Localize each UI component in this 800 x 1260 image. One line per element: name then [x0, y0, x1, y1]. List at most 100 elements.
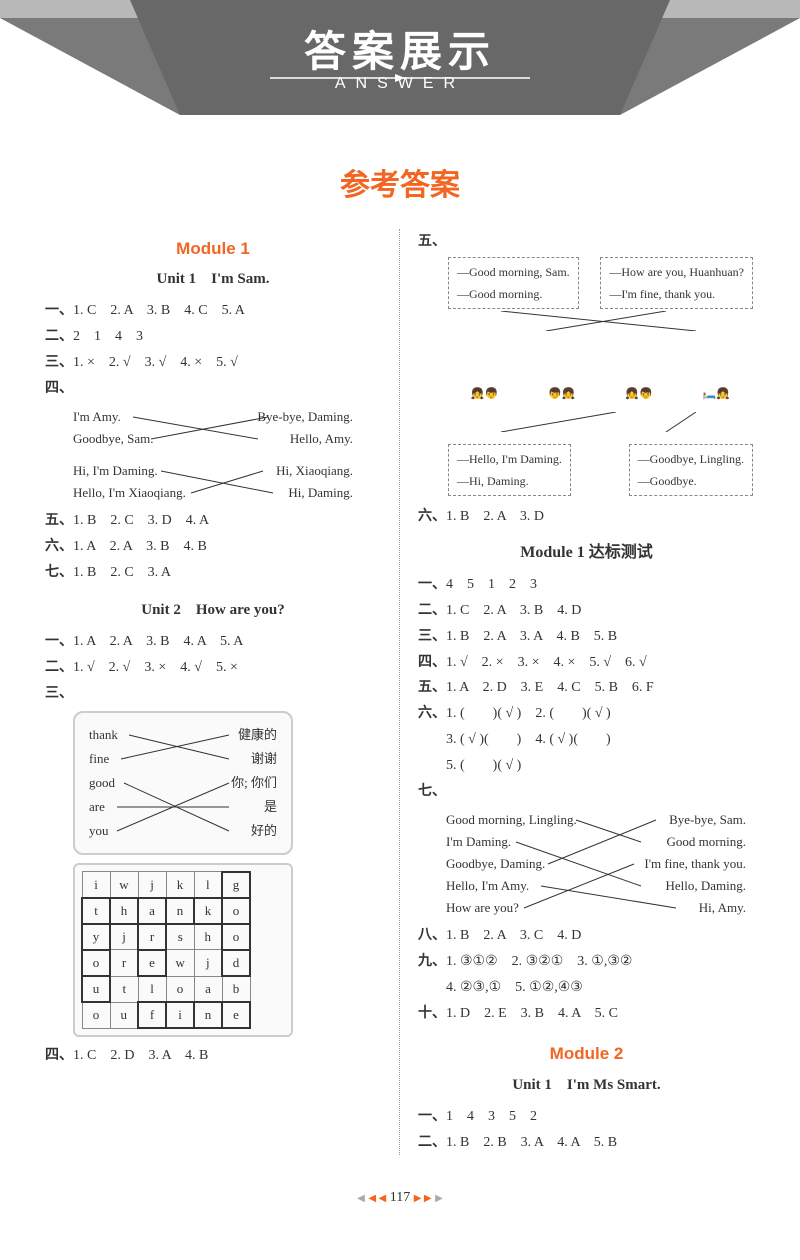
section-num: 六、 — [45, 534, 73, 560]
answer-line: 5. ( )( √ ) — [446, 753, 755, 779]
section-num: 三、 — [45, 681, 73, 707]
nav-prev-icon: ◀ ◀ — [368, 1193, 386, 1204]
grid-cell: n — [194, 1002, 222, 1028]
answer-line: 1. C 2. A 3. B 4. D — [446, 598, 755, 624]
grid-cell: l — [194, 872, 222, 898]
test-heading: Module 1 达标测试 — [418, 538, 755, 568]
grid-cell: i — [166, 1002, 194, 1028]
left-column: Module 1 Unit 1 I'm Sam. 一、1. C 2. A 3. … — [45, 229, 400, 1155]
grid-cell: e — [138, 950, 166, 976]
section-num: 九、 — [418, 949, 446, 975]
answer-line: 1. C 2. D 3. A 4. B — [73, 1043, 381, 1069]
answer-line: 1. A 2. A 3. B 4. A 5. A — [73, 629, 381, 655]
module-heading: Module 1 — [45, 233, 381, 264]
grid-cell: k — [194, 898, 222, 924]
grid-cell: s — [166, 924, 194, 950]
grid-cell: n — [166, 898, 194, 924]
character-icon: 🛏️👧 — [703, 384, 730, 404]
grid-cell: j — [138, 872, 166, 898]
answer-line: 1. C 2. A 3. B 4. C 5. A — [73, 298, 381, 324]
nav-next-icon: ▶ — [435, 1193, 443, 1204]
character-icon: 👧👦 — [625, 384, 652, 404]
answer-line: 4. ②③,① 5. ①②,④③ — [446, 975, 755, 1001]
dialogue-box: —Goodbye, Lingling.—Goodbye. — [629, 444, 753, 496]
answer-line: 1 4 3 5 2 — [446, 1104, 755, 1130]
grid-cell: g — [222, 872, 250, 898]
answer-line: 1. B 2. C 3. A — [73, 560, 381, 586]
character-icon: 👦👧 — [548, 384, 575, 404]
answer-line: 1. √ 2. √ 3. × 4. √ 5. × — [73, 655, 381, 681]
section-num: 四、 — [45, 376, 73, 402]
answer-line: 3. ( √ )( ) 4. ( √ )( ) — [446, 727, 755, 753]
character-icon: 👧👦 — [471, 384, 498, 404]
answer-line: 1. ( )( √ ) 2. ( )( √ ) — [446, 701, 755, 727]
grid-cell: l — [138, 976, 166, 1002]
match-lines-icon — [446, 311, 756, 331]
grid-cell: h — [194, 924, 222, 950]
banner-subtitle: ANSWER — [0, 75, 800, 93]
unit-heading: Unit 1 I'm Ms Smart. — [418, 1072, 755, 1100]
dialogue-box: —Good morning, Sam.—Good morning. — [448, 257, 579, 309]
section-num: 四、 — [45, 1043, 73, 1069]
section-num: 一、 — [418, 572, 446, 598]
nav-next-icon: ▶ ▶ — [414, 1193, 432, 1204]
section-num: 五、 — [418, 675, 446, 701]
grid-cell: a — [138, 898, 166, 924]
section-num: 一、 — [418, 1104, 446, 1130]
section-num: 七、 — [418, 779, 446, 805]
dialogue-box: —How are you, Huanhuan?—I'm fine, thank … — [600, 257, 753, 309]
dialogue-matching: —Good morning, Sam.—Good morning. —How a… — [446, 255, 755, 499]
answer-line: 1. A 2. A 3. B 4. B — [73, 534, 381, 560]
grid-cell: j — [110, 924, 138, 950]
section-num: 三、 — [45, 350, 73, 376]
grid-cell: k — [166, 872, 194, 898]
section-num: 六、 — [418, 701, 446, 727]
grid-cell: r — [110, 950, 138, 976]
section-num: 八、 — [418, 923, 446, 949]
dialogue-box: —Hello, I'm Daming.—Hi, Daming. — [448, 444, 571, 496]
matching-diagram: Hi, I'm Daming.Hi, Xiaoqiang. Hello, I'm… — [73, 460, 353, 504]
answer-line: 1. B 2. C 3. D 4. A — [73, 508, 381, 534]
grid-cell: y — [82, 924, 110, 950]
section-num: 二、 — [45, 324, 73, 350]
unit-heading: Unit 2 How are you? — [45, 597, 381, 625]
answer-line: 1. × 2. √ 3. √ 4. × 5. √ — [73, 350, 381, 376]
grid-cell: u — [82, 976, 110, 1002]
grid-cell: i — [82, 872, 110, 898]
matching-diagram: I'm Amy.Bye-bye, Daming. Goodbye, Sam.He… — [73, 406, 353, 450]
grid-cell: u — [110, 1002, 138, 1028]
section-num: 二、 — [418, 598, 446, 624]
match-lines-icon — [446, 412, 756, 432]
grid-cell: f — [138, 1002, 166, 1028]
answer-line: 1. B 2. B 3. A 4. A 5. B — [446, 1130, 755, 1156]
answer-line: 1. B 2. A 3. A 4. B 5. B — [446, 624, 755, 650]
section-num: 一、 — [45, 629, 73, 655]
header-banner: 答案展示 ANSWER — [0, 0, 800, 130]
grid-cell: e — [222, 1002, 250, 1028]
grid-cell: o — [82, 950, 110, 976]
section-num: 五、 — [418, 229, 446, 255]
grid-cell: w — [110, 872, 138, 898]
section-num: 十、 — [418, 1001, 446, 1027]
section-num: 七、 — [45, 560, 73, 586]
grid-cell: w — [166, 950, 194, 976]
section-num: 二、 — [45, 655, 73, 681]
answer-line: 1. ③①② 2. ③②① 3. ①,③② — [446, 949, 755, 975]
right-column: 五、 —Good morning, Sam.—Good morning. —Ho… — [400, 229, 755, 1155]
matching-diagram: Good morning, Lingling.Bye-bye, Sam. I'm… — [446, 809, 746, 919]
section-num: 二、 — [418, 1130, 446, 1156]
grid-cell: o — [222, 924, 250, 950]
grid-cell: j — [194, 950, 222, 976]
page-number: 117 — [390, 1190, 410, 1205]
answer-line: 1. √ 2. × 3. × 4. × 5. √ 6. √ — [446, 650, 755, 676]
grid-cell: h — [110, 898, 138, 924]
section-num: 三、 — [418, 624, 446, 650]
grid-cell: a — [194, 976, 222, 1002]
grid-cell: d — [222, 950, 250, 976]
vocab-match-box: thank健康的 fine谢谢 good你; 你们 are是 you好的 — [73, 711, 293, 855]
section-num: 六、 — [418, 504, 446, 530]
section-num: 四、 — [418, 650, 446, 676]
grid-cell: r — [138, 924, 166, 950]
answer-line: 1. B 2. A 3. C 4. D — [446, 923, 755, 949]
grid-cell: o — [166, 976, 194, 1002]
